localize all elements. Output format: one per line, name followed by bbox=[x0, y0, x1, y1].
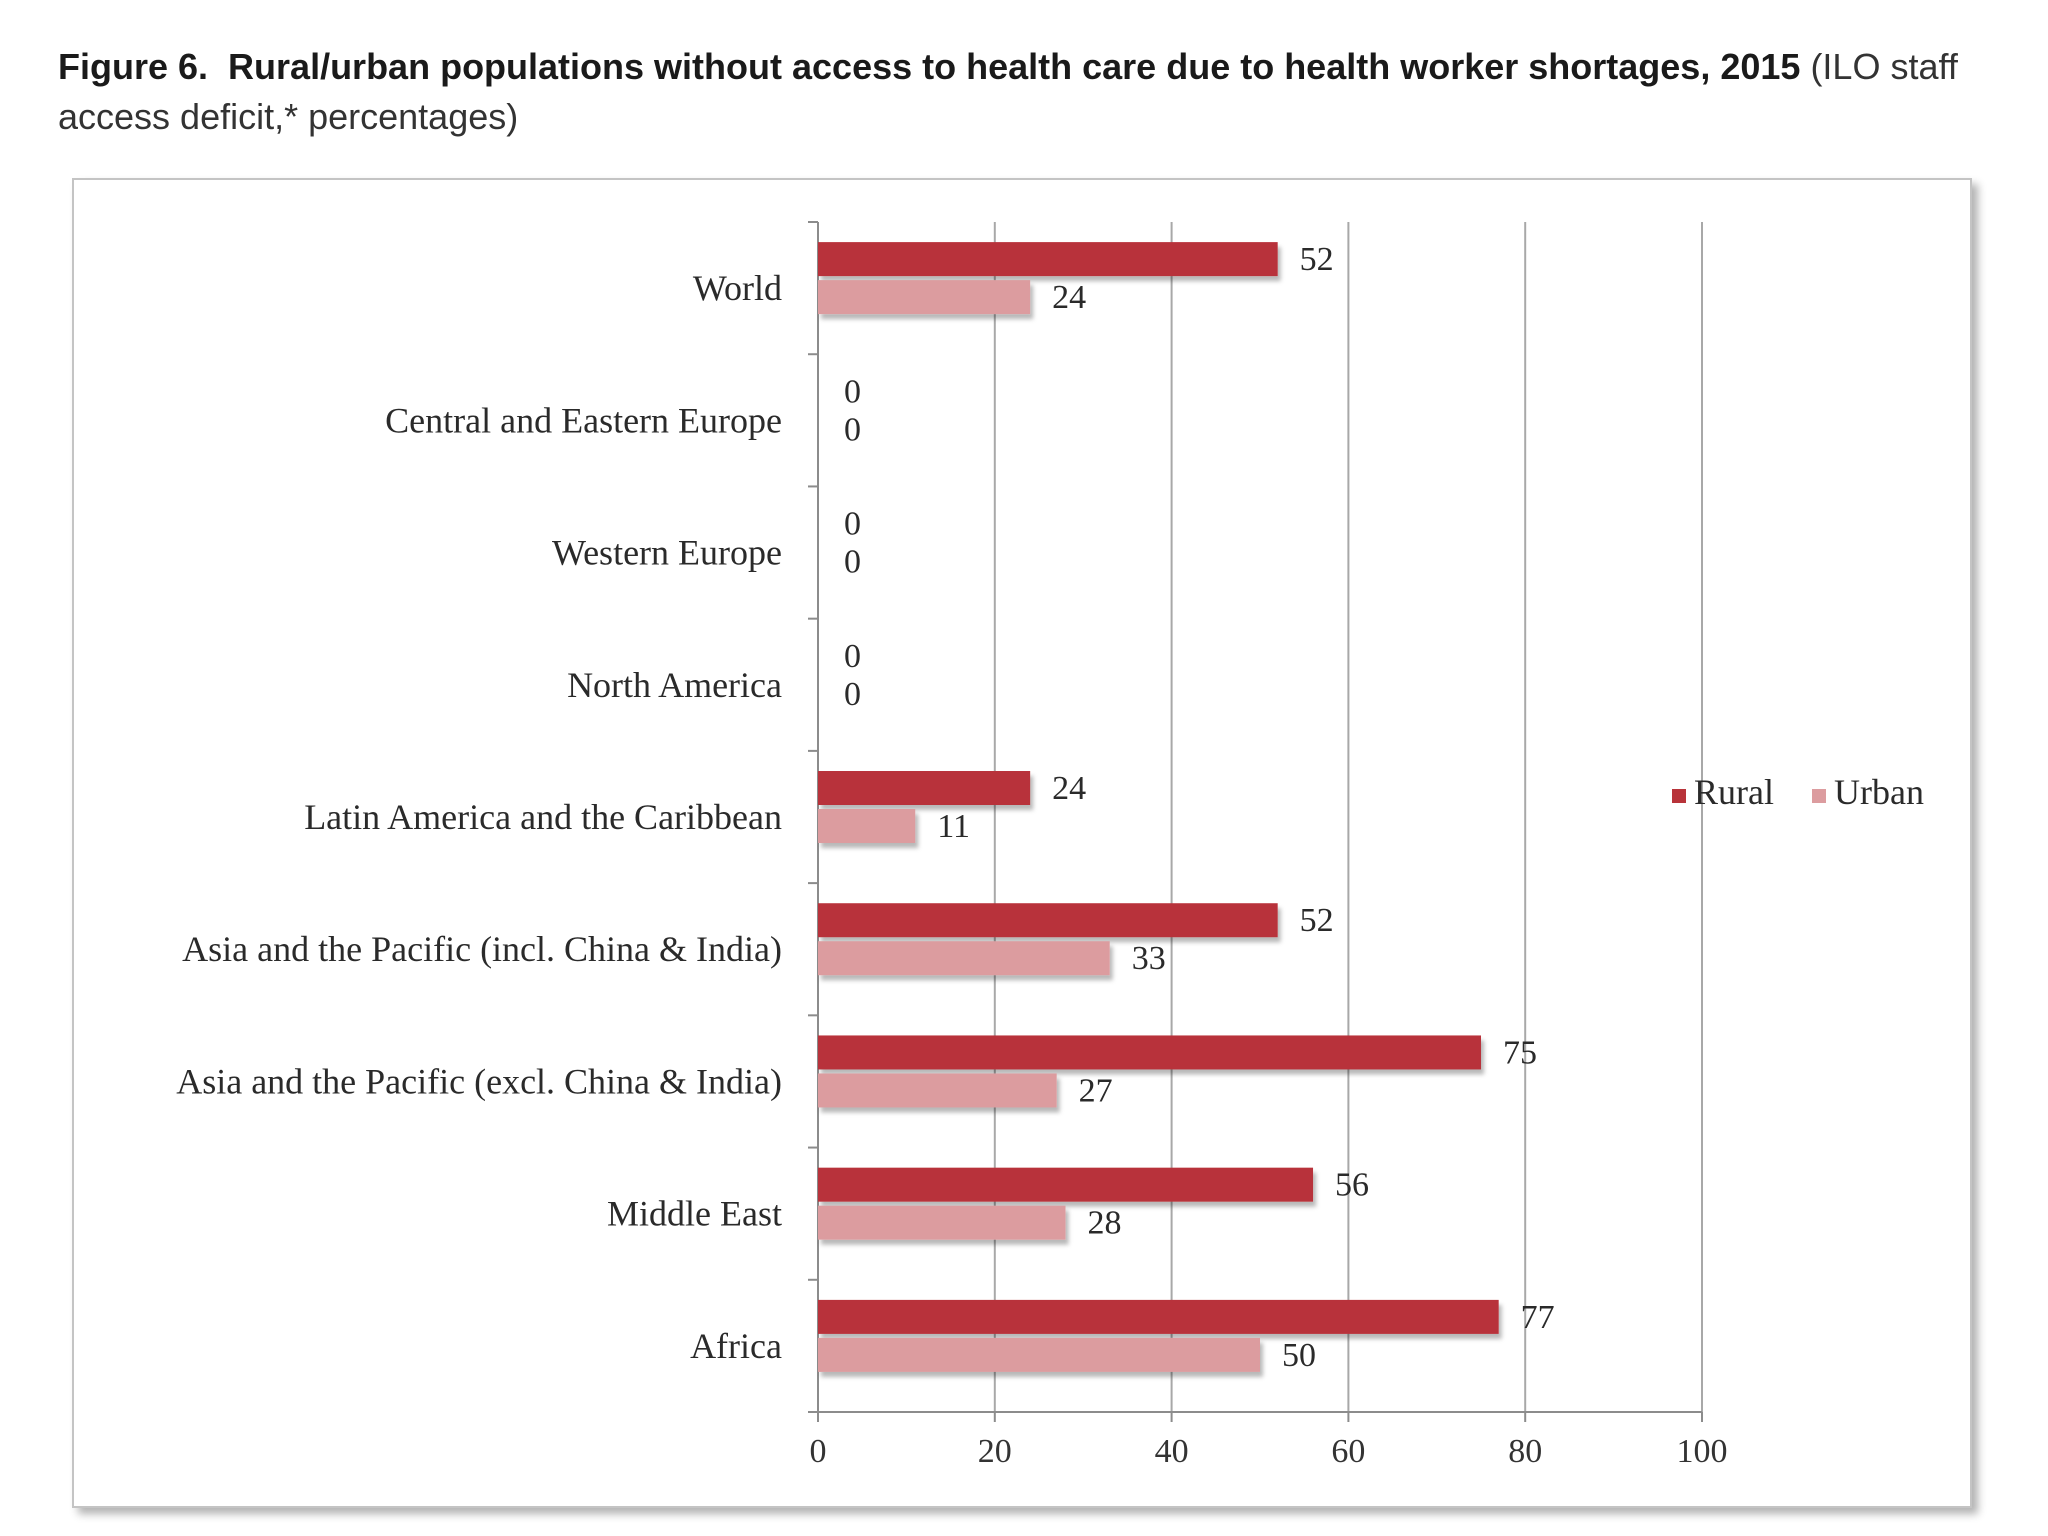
data-label-urban-asia-and-the-pacific-incl-china-india: 33 bbox=[1132, 940, 1166, 977]
category-label-western-europe: Western Europe bbox=[552, 533, 782, 573]
legend-swatch-urban bbox=[1812, 789, 1826, 803]
x-tick-label-0: 0 bbox=[810, 1433, 827, 1470]
x-tick-label-100: 100 bbox=[1677, 1433, 1728, 1470]
bar-rural-middle-east bbox=[818, 1167, 1314, 1202]
data-label-urban-asia-and-the-pacific-excl-china-india: 27 bbox=[1079, 1072, 1113, 1109]
data-label-urban-latin-america-and-the-caribbean: 11 bbox=[937, 808, 970, 845]
bar-urban-asia-and-the-pacific-excl-china-india bbox=[818, 1073, 1057, 1108]
bar-rural-africa bbox=[818, 1299, 1499, 1334]
chart-frame: 0 20 40 60 80 100 World Central and Eastern Eu… bbox=[72, 178, 1972, 1508]
data-label-rural-central-and-eastern-europe: 0 bbox=[844, 373, 861, 410]
data-label-rural-middle-east: 56 bbox=[1335, 1167, 1369, 1204]
x-tick-label-60: 60 bbox=[1331, 1433, 1365, 1470]
category-label-africa: Africa bbox=[690, 1326, 782, 1366]
x-tick-label-20: 20 bbox=[978, 1433, 1012, 1470]
bar-urban-asia-and-the-pacific-incl-china-india bbox=[818, 941, 1110, 976]
bar-rural-asia-and-the-pacific-incl-china-india bbox=[818, 903, 1278, 938]
figure-title-text: Rural/urban populations without access t… bbox=[228, 46, 1801, 87]
data-label-urban-central-and-eastern-europe: 0 bbox=[844, 411, 861, 448]
data-label-urban-western-europe: 0 bbox=[844, 544, 861, 581]
x-tick-label-40: 40 bbox=[1155, 1433, 1189, 1470]
data-label-urban-middle-east: 28 bbox=[1088, 1205, 1122, 1242]
category-label-asia-and-the-pacific-incl-china-india: Asia and the Pacific (incl. China & Indi… bbox=[182, 929, 782, 969]
bar-urban-latin-america-and-the-caribbean bbox=[818, 809, 916, 843]
data-label-rural-asia-and-the-pacific-excl-china-india: 75 bbox=[1503, 1034, 1537, 1071]
bar-urban-middle-east bbox=[818, 1205, 1066, 1240]
figure-label: Figure 6. bbox=[58, 46, 209, 87]
figure-title: Figure 6. Rural/urban populations withou… bbox=[58, 42, 1988, 142]
legend-label-rural: Rural bbox=[1694, 772, 1774, 812]
bar-chart: 0 20 40 60 80 100 World Central and Eastern Eu… bbox=[176, 221, 1924, 1470]
category-label-central-and-eastern-europe: Central and Eastern Europe bbox=[385, 400, 782, 440]
bar-rural-latin-america-and-the-caribbean bbox=[818, 771, 1031, 805]
category-label-world: World bbox=[693, 268, 782, 308]
data-label-rural-africa: 77 bbox=[1521, 1299, 1555, 1336]
category-label-asia-and-the-pacific-excl-china-india: Asia and the Pacific (excl. China & Indi… bbox=[176, 1061, 782, 1101]
category-label-middle-east: Middle East bbox=[607, 1194, 782, 1234]
category-label-north-america: North America bbox=[567, 665, 782, 705]
data-label-rural-asia-and-the-pacific-incl-china-india: 52 bbox=[1300, 902, 1334, 939]
data-label-rural-latin-america-and-the-caribbean: 24 bbox=[1052, 770, 1086, 807]
bar-urban-africa bbox=[818, 1337, 1260, 1372]
bar-rural-world bbox=[818, 242, 1278, 277]
data-label-rural-north-america: 0 bbox=[844, 638, 861, 675]
figure-subtitle: (ILO staff access deficit,* percentages) bbox=[58, 46, 1958, 137]
data-label-urban-world: 24 bbox=[1052, 279, 1086, 316]
x-tick-label-80: 80 bbox=[1508, 1433, 1542, 1470]
category-label-latin-america-and-the-caribbean: Latin America and the Caribbean bbox=[304, 797, 782, 837]
bar-urban-world bbox=[818, 280, 1031, 315]
data-label-rural-world: 52 bbox=[1300, 241, 1334, 278]
bar-rural-asia-and-the-pacific-excl-china-india bbox=[818, 1035, 1481, 1070]
data-label-urban-africa: 50 bbox=[1282, 1337, 1316, 1374]
legend-label-urban: Urban bbox=[1834, 772, 1924, 812]
data-label-rural-western-europe: 0 bbox=[844, 506, 861, 543]
legend-swatch-rural bbox=[1672, 789, 1686, 803]
data-label-urban-north-america: 0 bbox=[844, 676, 861, 713]
